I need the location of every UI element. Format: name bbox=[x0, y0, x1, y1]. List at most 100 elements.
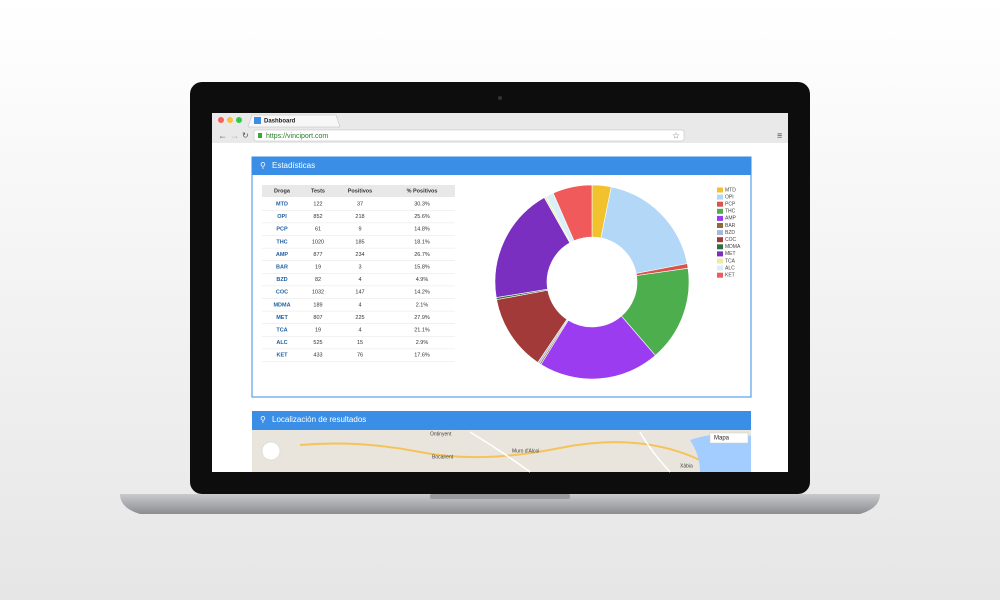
legend-swatch bbox=[717, 194, 723, 200]
table-cell: 25.6% bbox=[414, 214, 430, 220]
url: https://vinciport.com bbox=[266, 133, 328, 140]
map-type-control[interactable] bbox=[709, 432, 749, 444]
address-bar[interactable] bbox=[253, 129, 685, 142]
table-cell: 15 bbox=[357, 340, 363, 346]
forward-button[interactable]: → bbox=[230, 130, 239, 140]
stats-panel-header bbox=[252, 157, 751, 175]
table-cell: 14.8% bbox=[414, 227, 430, 233]
drug-link[interactable]: ALC bbox=[276, 340, 287, 346]
legend-swatch bbox=[717, 272, 723, 278]
legend-label: BZD bbox=[725, 230, 735, 236]
drug-link[interactable]: BZD bbox=[276, 277, 287, 283]
drug-link[interactable]: AMP bbox=[276, 252, 289, 258]
map-panel-title: Localización de resultados bbox=[272, 415, 366, 424]
legend-swatch bbox=[717, 187, 723, 193]
column-header: Droga bbox=[274, 188, 291, 194]
table-cell: 61 bbox=[315, 227, 321, 233]
drug-link[interactable]: MET bbox=[276, 315, 288, 321]
table-cell: 3 bbox=[358, 264, 361, 270]
donut-segment bbox=[552, 184, 593, 242]
table-cell: 1020 bbox=[312, 239, 324, 245]
table-cell: 225 bbox=[355, 315, 364, 321]
table: Droga Tests Positivos % Positivos MTD 122 37 30… bbox=[262, 188, 455, 362]
map-road bbox=[299, 441, 701, 461]
column-header: Tests bbox=[311, 188, 325, 194]
table-cell: 76 bbox=[357, 353, 363, 359]
table-cell: 2.1% bbox=[416, 302, 429, 308]
table-cell: 807 bbox=[313, 315, 322, 321]
table-cell: 26.7% bbox=[414, 252, 430, 258]
legend-swatch bbox=[717, 215, 723, 221]
table-cell: 189 bbox=[313, 302, 322, 308]
legend-label: ALC bbox=[725, 265, 735, 271]
legend-label: MTD bbox=[725, 187, 736, 193]
legend-swatch bbox=[717, 244, 723, 250]
drug-link[interactable]: MDMA bbox=[273, 302, 290, 308]
table-cell: 82 bbox=[315, 277, 321, 283]
map-place: Bocairent bbox=[432, 454, 454, 460]
drug-link[interactable]: OPI bbox=[277, 214, 287, 220]
table-cell: 433 bbox=[313, 353, 322, 359]
legend-swatch bbox=[717, 201, 723, 207]
map-road bbox=[469, 431, 671, 473]
legend-label: AMP bbox=[725, 216, 737, 222]
legend-swatch bbox=[717, 208, 723, 214]
menu-button[interactable]: ≡ bbox=[777, 130, 782, 140]
donut-segment bbox=[494, 197, 571, 298]
laptop-base bbox=[120, 494, 880, 514]
table-cell: 234 bbox=[355, 252, 364, 258]
drug-link[interactable]: MTD bbox=[276, 201, 288, 207]
drug-link[interactable]: THC bbox=[276, 239, 287, 245]
browser-tab[interactable] bbox=[247, 114, 341, 128]
table-cell: 17.6% bbox=[414, 353, 430, 359]
table-cell: 2.9% bbox=[416, 340, 429, 346]
drug-link[interactable]: TCA bbox=[276, 327, 287, 333]
stats-panel-title: Estadísticas bbox=[272, 161, 315, 170]
minimize-button[interactable] bbox=[227, 117, 233, 123]
legend-swatch bbox=[717, 223, 723, 228]
map-place: Muro d'Alcoi bbox=[512, 448, 539, 454]
legend-label: OPI bbox=[725, 194, 734, 200]
drug-link[interactable]: COC bbox=[276, 290, 288, 296]
table-cell: 1032 bbox=[312, 290, 324, 296]
donut-chart bbox=[494, 184, 690, 380]
legend-swatch bbox=[717, 230, 723, 236]
camera bbox=[498, 96, 502, 100]
pin-icon: ⚲ bbox=[260, 161, 266, 170]
table-cell: 4 bbox=[358, 277, 361, 283]
maximize-button[interactable] bbox=[236, 117, 242, 123]
drug-link[interactable]: PCP bbox=[276, 227, 288, 233]
map-pan-control[interactable] bbox=[261, 441, 281, 461]
back-button[interactable]: ← bbox=[218, 130, 227, 140]
legend-swatch bbox=[717, 237, 723, 243]
table-cell: 852 bbox=[313, 214, 322, 220]
table-cell: 4 bbox=[358, 327, 361, 333]
legend-label: MET bbox=[725, 251, 736, 257]
table-cell: 37 bbox=[357, 201, 363, 207]
legend-label: BAR bbox=[725, 223, 736, 229]
table-cell: 27.9% bbox=[414, 315, 430, 321]
table-cell: 122 bbox=[313, 201, 322, 207]
legend-label: MDMA bbox=[725, 244, 741, 250]
map-place: Xàbia bbox=[680, 463, 693, 469]
drug-link[interactable]: KET bbox=[277, 353, 289, 359]
table-cell: 9 bbox=[358, 227, 361, 233]
table-cell: 4.9% bbox=[416, 277, 429, 283]
table-cell: 218 bbox=[355, 214, 364, 220]
reload-button[interactable]: ↻ bbox=[242, 131, 249, 140]
table-header bbox=[262, 185, 455, 197]
legend-swatch bbox=[717, 265, 723, 271]
map-sea bbox=[690, 433, 751, 472]
map-panel-header bbox=[252, 411, 751, 430]
close-button[interactable] bbox=[218, 117, 224, 123]
table-cell: 19 bbox=[315, 327, 321, 333]
bookmark-star[interactable]: ☆ bbox=[672, 130, 680, 140]
legend-swatch bbox=[717, 258, 723, 264]
column-header: % Positivos bbox=[407, 188, 438, 194]
column-header: Positivos bbox=[348, 188, 372, 194]
table-cell: 21.1% bbox=[414, 327, 430, 333]
table-cell: 18.1% bbox=[414, 239, 430, 245]
drug-link[interactable]: BAR bbox=[276, 264, 288, 270]
